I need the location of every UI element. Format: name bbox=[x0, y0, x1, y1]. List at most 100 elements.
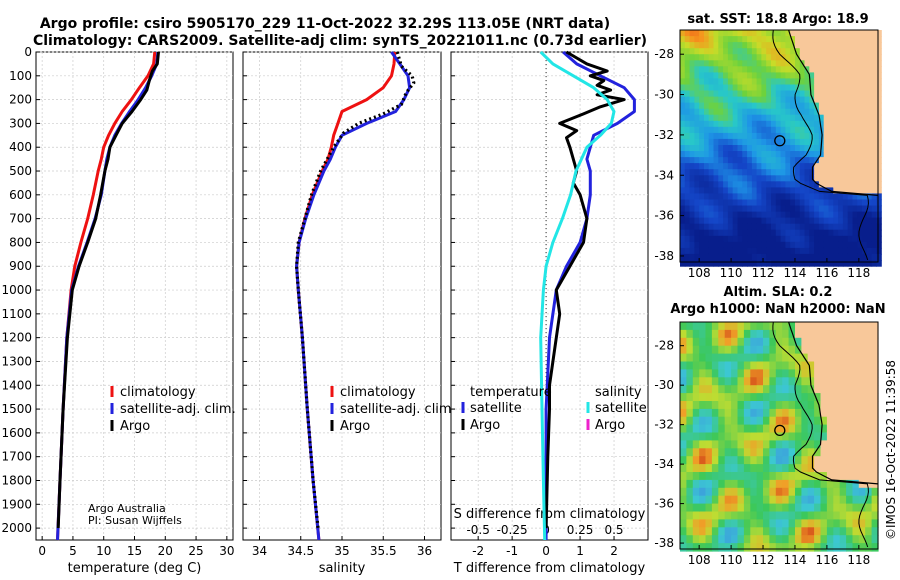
land-cell bbox=[876, 132, 882, 140]
map-cell bbox=[689, 126, 695, 134]
map-cell bbox=[871, 260, 877, 267]
land-cell bbox=[862, 84, 868, 92]
land-cell bbox=[876, 151, 882, 158]
map-cell bbox=[785, 78, 791, 86]
land-cell bbox=[818, 181, 825, 188]
map-cell bbox=[788, 377, 796, 386]
map-cell bbox=[804, 66, 810, 73]
map-cell bbox=[809, 90, 815, 98]
land-cell bbox=[826, 345, 834, 355]
map-cell bbox=[694, 235, 700, 243]
map-cell bbox=[708, 72, 715, 80]
map-cell bbox=[820, 424, 828, 434]
land-cell bbox=[866, 48, 873, 55]
map-cell bbox=[699, 235, 705, 243]
map-cell bbox=[723, 96, 729, 104]
map-cell bbox=[737, 424, 745, 434]
map-cell bbox=[799, 229, 806, 237]
map-cell bbox=[704, 169, 710, 176]
map-cell bbox=[694, 114, 700, 122]
map-cell bbox=[842, 253, 849, 261]
map-cell bbox=[708, 253, 715, 261]
land-cell bbox=[871, 424, 879, 434]
map-cell bbox=[737, 495, 745, 505]
map-cell bbox=[766, 145, 772, 152]
map-cell bbox=[751, 205, 758, 213]
map-cell bbox=[795, 114, 801, 122]
map-cell bbox=[699, 527, 707, 536]
map-cell bbox=[713, 120, 719, 128]
land-cell bbox=[828, 48, 834, 55]
land-cell bbox=[871, 187, 877, 195]
map-cell bbox=[790, 120, 796, 128]
map-cell bbox=[766, 84, 772, 92]
map-cell bbox=[756, 377, 764, 386]
land-cell bbox=[857, 90, 863, 98]
map-cell bbox=[766, 66, 772, 73]
land-cell bbox=[871, 169, 877, 176]
depth-tick-label: 1500 bbox=[1, 402, 32, 416]
land-cell bbox=[842, 102, 849, 110]
map-cell bbox=[852, 543, 860, 552]
map-cell bbox=[686, 464, 694, 473]
map-cell bbox=[684, 235, 691, 243]
map-cell bbox=[775, 361, 783, 370]
map-cell bbox=[771, 36, 777, 43]
land-cell bbox=[846, 377, 854, 386]
map-cell bbox=[699, 72, 705, 80]
legend-label: satellite-adj. clim. bbox=[340, 402, 456, 417]
map-cell bbox=[833, 211, 839, 219]
map-cell bbox=[742, 72, 748, 80]
map-cell bbox=[795, 337, 802, 347]
map-cell bbox=[731, 361, 739, 370]
land-cell bbox=[838, 169, 844, 176]
map-cell bbox=[692, 369, 700, 378]
map-cell bbox=[713, 229, 719, 237]
map-cell bbox=[699, 503, 707, 513]
map-cell bbox=[761, 36, 767, 43]
map-cell bbox=[718, 66, 724, 73]
land-cell bbox=[876, 175, 882, 182]
map-cell bbox=[814, 211, 820, 219]
map-cell bbox=[727, 181, 734, 188]
map-cell bbox=[807, 432, 815, 441]
map-cell bbox=[718, 479, 726, 489]
map-cell bbox=[801, 456, 809, 465]
map-cell bbox=[814, 416, 822, 426]
map-cell bbox=[790, 175, 796, 182]
map-cell bbox=[790, 72, 796, 80]
map-cell bbox=[750, 322, 758, 331]
map-cell bbox=[699, 157, 705, 164]
map-cell bbox=[743, 511, 751, 520]
map-cell bbox=[804, 187, 810, 195]
map-cell bbox=[732, 78, 739, 86]
map-cell bbox=[713, 90, 719, 98]
land-cell bbox=[852, 337, 860, 347]
map-cell bbox=[775, 114, 782, 122]
map-cell bbox=[823, 211, 830, 219]
map-cell bbox=[680, 48, 686, 55]
map-cell bbox=[732, 175, 739, 182]
map-cell bbox=[718, 205, 724, 213]
map-cell bbox=[711, 432, 719, 441]
land-cell bbox=[876, 96, 882, 104]
map-cell bbox=[680, 472, 687, 481]
map-cell bbox=[809, 241, 815, 249]
map-cell bbox=[727, 84, 734, 92]
map-cell bbox=[820, 487, 828, 497]
map-cell bbox=[780, 163, 786, 170]
map-cell bbox=[852, 241, 858, 249]
map-cell bbox=[705, 393, 713, 402]
depth-tick-label: 100 bbox=[9, 69, 32, 83]
map-cell bbox=[771, 260, 777, 267]
map-cell bbox=[689, 199, 695, 207]
land-cell bbox=[823, 169, 830, 176]
map-cell bbox=[724, 503, 732, 513]
map-cell bbox=[737, 66, 743, 73]
map-cell bbox=[814, 145, 820, 152]
map-cell bbox=[742, 187, 748, 195]
map-cell bbox=[795, 519, 802, 528]
map-cell bbox=[718, 369, 726, 378]
map-cell bbox=[775, 456, 783, 465]
map-cell bbox=[814, 487, 822, 497]
